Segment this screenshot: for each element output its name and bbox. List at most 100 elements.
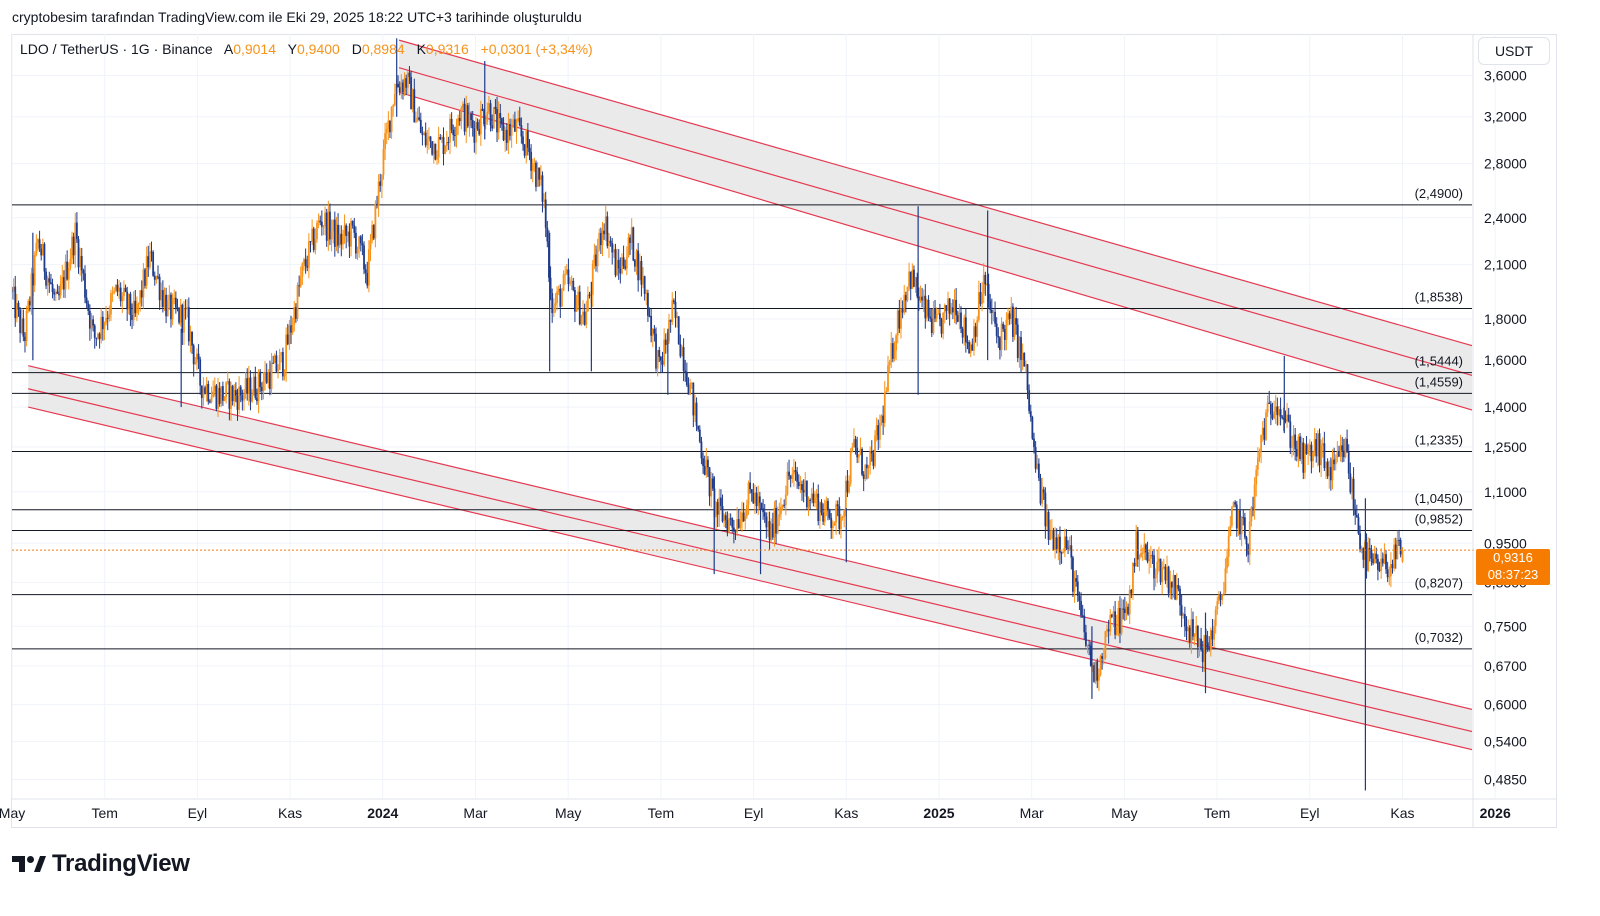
candle-down bbox=[101, 316, 104, 330]
candle-down bbox=[231, 385, 234, 402]
candle-down bbox=[1055, 537, 1058, 550]
y-tick-label: 0,7500 bbox=[1484, 618, 1527, 634]
candle-down bbox=[1323, 443, 1326, 469]
candle-down bbox=[450, 118, 453, 130]
candle-down bbox=[724, 515, 727, 520]
candle-up bbox=[1154, 574, 1157, 579]
candle-down bbox=[470, 114, 472, 121]
candle-up bbox=[1231, 507, 1233, 526]
candle-up bbox=[462, 103, 464, 109]
candle-down bbox=[898, 310, 901, 329]
y-tick-label: 2,4000 bbox=[1484, 210, 1527, 226]
candle-down bbox=[178, 307, 180, 323]
candle-down bbox=[685, 372, 688, 386]
candle-up bbox=[196, 353, 198, 363]
candle-down bbox=[304, 259, 307, 267]
x-tick-label: Kas bbox=[1390, 805, 1414, 821]
candle-down bbox=[697, 425, 700, 430]
candle-down bbox=[1123, 608, 1126, 613]
candle-down bbox=[84, 273, 86, 298]
candle-up bbox=[841, 516, 844, 518]
candle-down bbox=[176, 307, 179, 309]
candle-up bbox=[577, 291, 580, 306]
candle-down bbox=[419, 119, 422, 133]
candle-down bbox=[129, 293, 132, 315]
candle-up bbox=[982, 274, 985, 294]
candle-up bbox=[142, 269, 145, 298]
candle-up bbox=[1018, 337, 1021, 359]
candle-down bbox=[1188, 627, 1191, 643]
candle-down bbox=[1076, 581, 1079, 596]
candle-down bbox=[632, 227, 635, 261]
candle-up bbox=[986, 283, 988, 285]
candle-up bbox=[1227, 535, 1230, 557]
candle-up bbox=[166, 299, 169, 317]
candle-down bbox=[1183, 614, 1186, 627]
candle-down bbox=[22, 318, 25, 337]
candle-down bbox=[930, 318, 933, 333]
candle-up bbox=[880, 415, 883, 423]
candle-up bbox=[244, 378, 247, 395]
currency-selector[interactable]: USDT bbox=[1478, 37, 1550, 65]
candle-down bbox=[788, 471, 790, 476]
candle-up bbox=[525, 131, 528, 156]
candle-down bbox=[614, 249, 617, 276]
candle-down bbox=[1245, 537, 1248, 545]
candle-up bbox=[1138, 557, 1141, 560]
candle-down bbox=[997, 336, 1000, 338]
y-tick-label: 1,2500 bbox=[1484, 439, 1527, 455]
candle-down bbox=[544, 199, 547, 228]
candle-down bbox=[1110, 614, 1113, 617]
candle-down bbox=[1391, 564, 1394, 569]
lower-channel-line bbox=[28, 388, 1472, 733]
candle-down bbox=[491, 125, 494, 129]
candle-up bbox=[585, 311, 588, 325]
candle-down bbox=[872, 453, 875, 466]
candle-up bbox=[307, 241, 310, 268]
candle-up bbox=[926, 299, 928, 319]
candle-down bbox=[827, 500, 829, 511]
candle-up bbox=[848, 483, 850, 493]
candle-down bbox=[260, 387, 263, 392]
candle-down bbox=[75, 222, 78, 240]
candle-down bbox=[1305, 444, 1308, 454]
candle-down bbox=[502, 124, 505, 141]
candle-down bbox=[836, 504, 839, 507]
candle-up bbox=[213, 385, 216, 392]
x-tick-label: May bbox=[555, 805, 581, 821]
candle-up bbox=[171, 298, 174, 320]
candle-down bbox=[643, 276, 646, 294]
candle-up bbox=[233, 390, 236, 402]
candle-down bbox=[1072, 557, 1074, 592]
candle-up bbox=[784, 494, 787, 506]
candle-down bbox=[442, 137, 445, 155]
candle-down bbox=[692, 382, 695, 416]
candle-down bbox=[1365, 542, 1368, 571]
candle-up bbox=[741, 512, 743, 523]
y-tick-label: 1,8000 bbox=[1484, 311, 1527, 327]
candle-up bbox=[46, 278, 49, 286]
symbol-name[interactable]: LDO / TetherUS · 1G · Binance bbox=[20, 41, 213, 57]
candle-up bbox=[230, 385, 232, 409]
tradingview-logo[interactable]: TradingView bbox=[12, 850, 190, 878]
candle-up bbox=[1328, 466, 1331, 477]
candle-up bbox=[864, 464, 867, 479]
candle-down bbox=[866, 464, 868, 469]
candle-down bbox=[1310, 444, 1313, 462]
candle-up bbox=[1068, 545, 1071, 550]
candle-down bbox=[282, 352, 284, 377]
upper-channel-line bbox=[398, 39, 1472, 347]
candle-up bbox=[301, 263, 304, 277]
candle-up bbox=[810, 493, 813, 501]
candle-down bbox=[408, 72, 411, 77]
candle-up bbox=[791, 474, 794, 479]
candle-up bbox=[710, 478, 713, 497]
candle-up bbox=[814, 497, 816, 504]
candle-down bbox=[1315, 439, 1318, 457]
candle-down bbox=[1130, 590, 1133, 594]
candle-down bbox=[147, 256, 150, 268]
candle-up bbox=[1304, 444, 1306, 473]
candle-up bbox=[20, 318, 23, 333]
candle-up bbox=[723, 515, 726, 522]
